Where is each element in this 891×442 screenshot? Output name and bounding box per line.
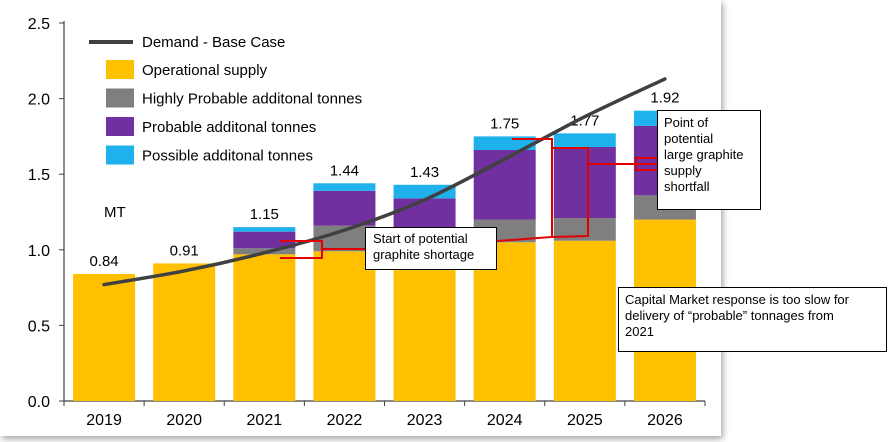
- x-tick-label: 2020: [166, 412, 202, 429]
- chart-panel: 0.0 0.5 1.0 1.5 2.0 2.5 2019 2020 2021 2022 2023 20…: [27, 16, 706, 429]
- bar-total-label: 1.92: [650, 90, 679, 107]
- bar-segment-3: [553, 146, 616, 219]
- bar-segment-1: [233, 254, 296, 401]
- bar-segment-4: [393, 184, 456, 199]
- bar-segment-3: [233, 231, 296, 249]
- shortfall-point-note: Point of potential large graphite supply…: [657, 110, 761, 210]
- y-tick-label: 0.0: [28, 394, 50, 411]
- legend-swatch-3: [106, 117, 134, 136]
- legend-label-2: Highly Probable additonal tonnes: [142, 91, 362, 108]
- capital-market-line-1: Capital Market response is too slow for: [625, 292, 849, 307]
- x-tick-label: 2022: [327, 412, 363, 429]
- shortfall-line-1: Point of: [664, 115, 709, 130]
- x-tick-label: 2023: [407, 412, 443, 429]
- shortage-start-note: Start of potential graphite shortage: [365, 227, 497, 270]
- x-tick-label: 2019: [86, 412, 122, 429]
- bar-total-label: 1.15: [250, 206, 279, 223]
- callout-shortfall-pointer: [588, 157, 658, 171]
- bar-segment-4: [233, 227, 296, 232]
- y-axis-label: MT: [104, 204, 126, 221]
- shortfall-line-4: supply: [664, 163, 702, 178]
- callout-shortfall-bracket: [496, 138, 589, 242]
- shortage-start-line-1: Start of potential: [373, 231, 468, 246]
- y-tick-label: 1.0: [28, 243, 50, 260]
- bar-segment-4: [553, 133, 616, 147]
- bar-total-label: 0.84: [89, 253, 118, 270]
- callouts: [280, 138, 658, 259]
- shortage-start-line-2: graphite shortage: [373, 247, 475, 262]
- bar-segment-1: [393, 255, 456, 401]
- legend-swatch-2: [106, 88, 134, 108]
- y-tick-label: 2.5: [28, 16, 50, 33]
- x-tick-label: 2021: [247, 412, 283, 429]
- bars: [73, 110, 696, 401]
- shortfall-line-3: large graphite: [664, 147, 744, 162]
- capital-market-note: Capital Market response is too slow for …: [618, 287, 887, 352]
- bar-segment-3: [473, 150, 536, 220]
- legend-label-3: Probable additonal tonnes: [142, 119, 316, 136]
- capital-market-line-2: delivery of “probable” tonnages from: [625, 308, 834, 323]
- legend: Demand - Base Case Operational supply High…: [89, 34, 362, 165]
- capital-market-line-3: 2021: [625, 324, 654, 339]
- axes: 0.0 0.5 1.0 1.5 2.0 2.5 2019 2020 2021 2022 2023 20…: [28, 16, 706, 429]
- x-tick-label: 2026: [647, 412, 683, 429]
- legend-demand-label: Demand - Base Case: [142, 34, 285, 51]
- bar-total-label: 1.75: [490, 115, 519, 132]
- bar-segment-1: [153, 263, 216, 401]
- legend-label-4: Possible additonal tonnes: [142, 148, 313, 165]
- y-tick-label: 2.0: [28, 92, 50, 109]
- demand-line-group: [102, 77, 667, 287]
- bar-total-label: 1.44: [330, 162, 359, 179]
- x-tick-label: 2024: [487, 412, 523, 429]
- x-tick-label: 2025: [567, 412, 603, 429]
- bar-total-label: 1.43: [410, 164, 439, 181]
- legend-swatch-4: [106, 145, 134, 165]
- bar-segment-2: [553, 218, 616, 241]
- bar-segment-1: [313, 251, 376, 401]
- y-tick-label: 1.5: [28, 167, 50, 184]
- bar-total-label: 1.77: [570, 112, 599, 129]
- legend-label-1: Operational supply: [142, 62, 268, 79]
- legend-swatch-1: [106, 60, 134, 79]
- y-tick-label: 0.5: [28, 318, 50, 335]
- demand-line: [102, 77, 667, 287]
- callout-shortage-start: [280, 240, 366, 259]
- bar-segment-3: [313, 190, 376, 226]
- shortfall-line-2: potential: [664, 131, 714, 146]
- chart-svg: 0.0 0.5 1.0 1.5 2.0 2.5 2019 2020 2021 2022 2023 20…: [28, 16, 706, 429]
- bar-total-labels: 0.84 0.91 1.15 1.44 1.43 1.75 1.77 1.92: [89, 90, 679, 270]
- bar-segment-1: [553, 240, 616, 401]
- shortfall-line-5: shortfall: [664, 179, 710, 194]
- bar-total-label: 0.91: [170, 242, 199, 259]
- bar-segment-1: [73, 273, 136, 401]
- bar-segment-4: [313, 183, 376, 191]
